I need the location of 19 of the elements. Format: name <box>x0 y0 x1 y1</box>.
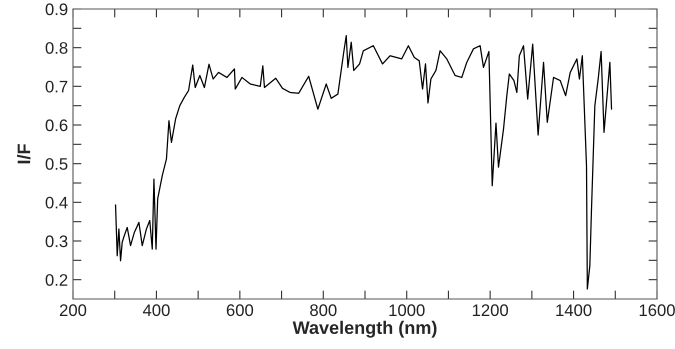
x-tick-label: 800 <box>310 304 337 316</box>
x-tick-label: 1000 <box>389 304 425 316</box>
x-tick-label: 1200 <box>472 304 508 316</box>
x-tick-label: 1600 <box>640 304 675 316</box>
x-tick-label: 600 <box>226 304 254 316</box>
y-tick-label: 0.3 <box>46 235 68 248</box>
y-tick-label: 0.9 <box>46 3 68 16</box>
x-tick-label: 1400 <box>556 304 592 316</box>
y-axis-title: I/F <box>17 144 30 164</box>
x-axis-title: Wavelength (nm) <box>292 320 436 338</box>
x-tick-label: 400 <box>142 304 170 316</box>
y-tick-label: 0.4 <box>46 196 68 209</box>
y-tick-label: 0.8 <box>46 42 68 54</box>
y-tick-label: 0.5 <box>46 158 68 170</box>
y-tick-label: 0.2 <box>46 274 68 286</box>
y-tick-label: 0.6 <box>46 119 68 132</box>
y-tick-label: 0.7 <box>46 80 68 93</box>
line-series <box>114 35 612 290</box>
x-tick-label: 200 <box>60 304 86 316</box>
